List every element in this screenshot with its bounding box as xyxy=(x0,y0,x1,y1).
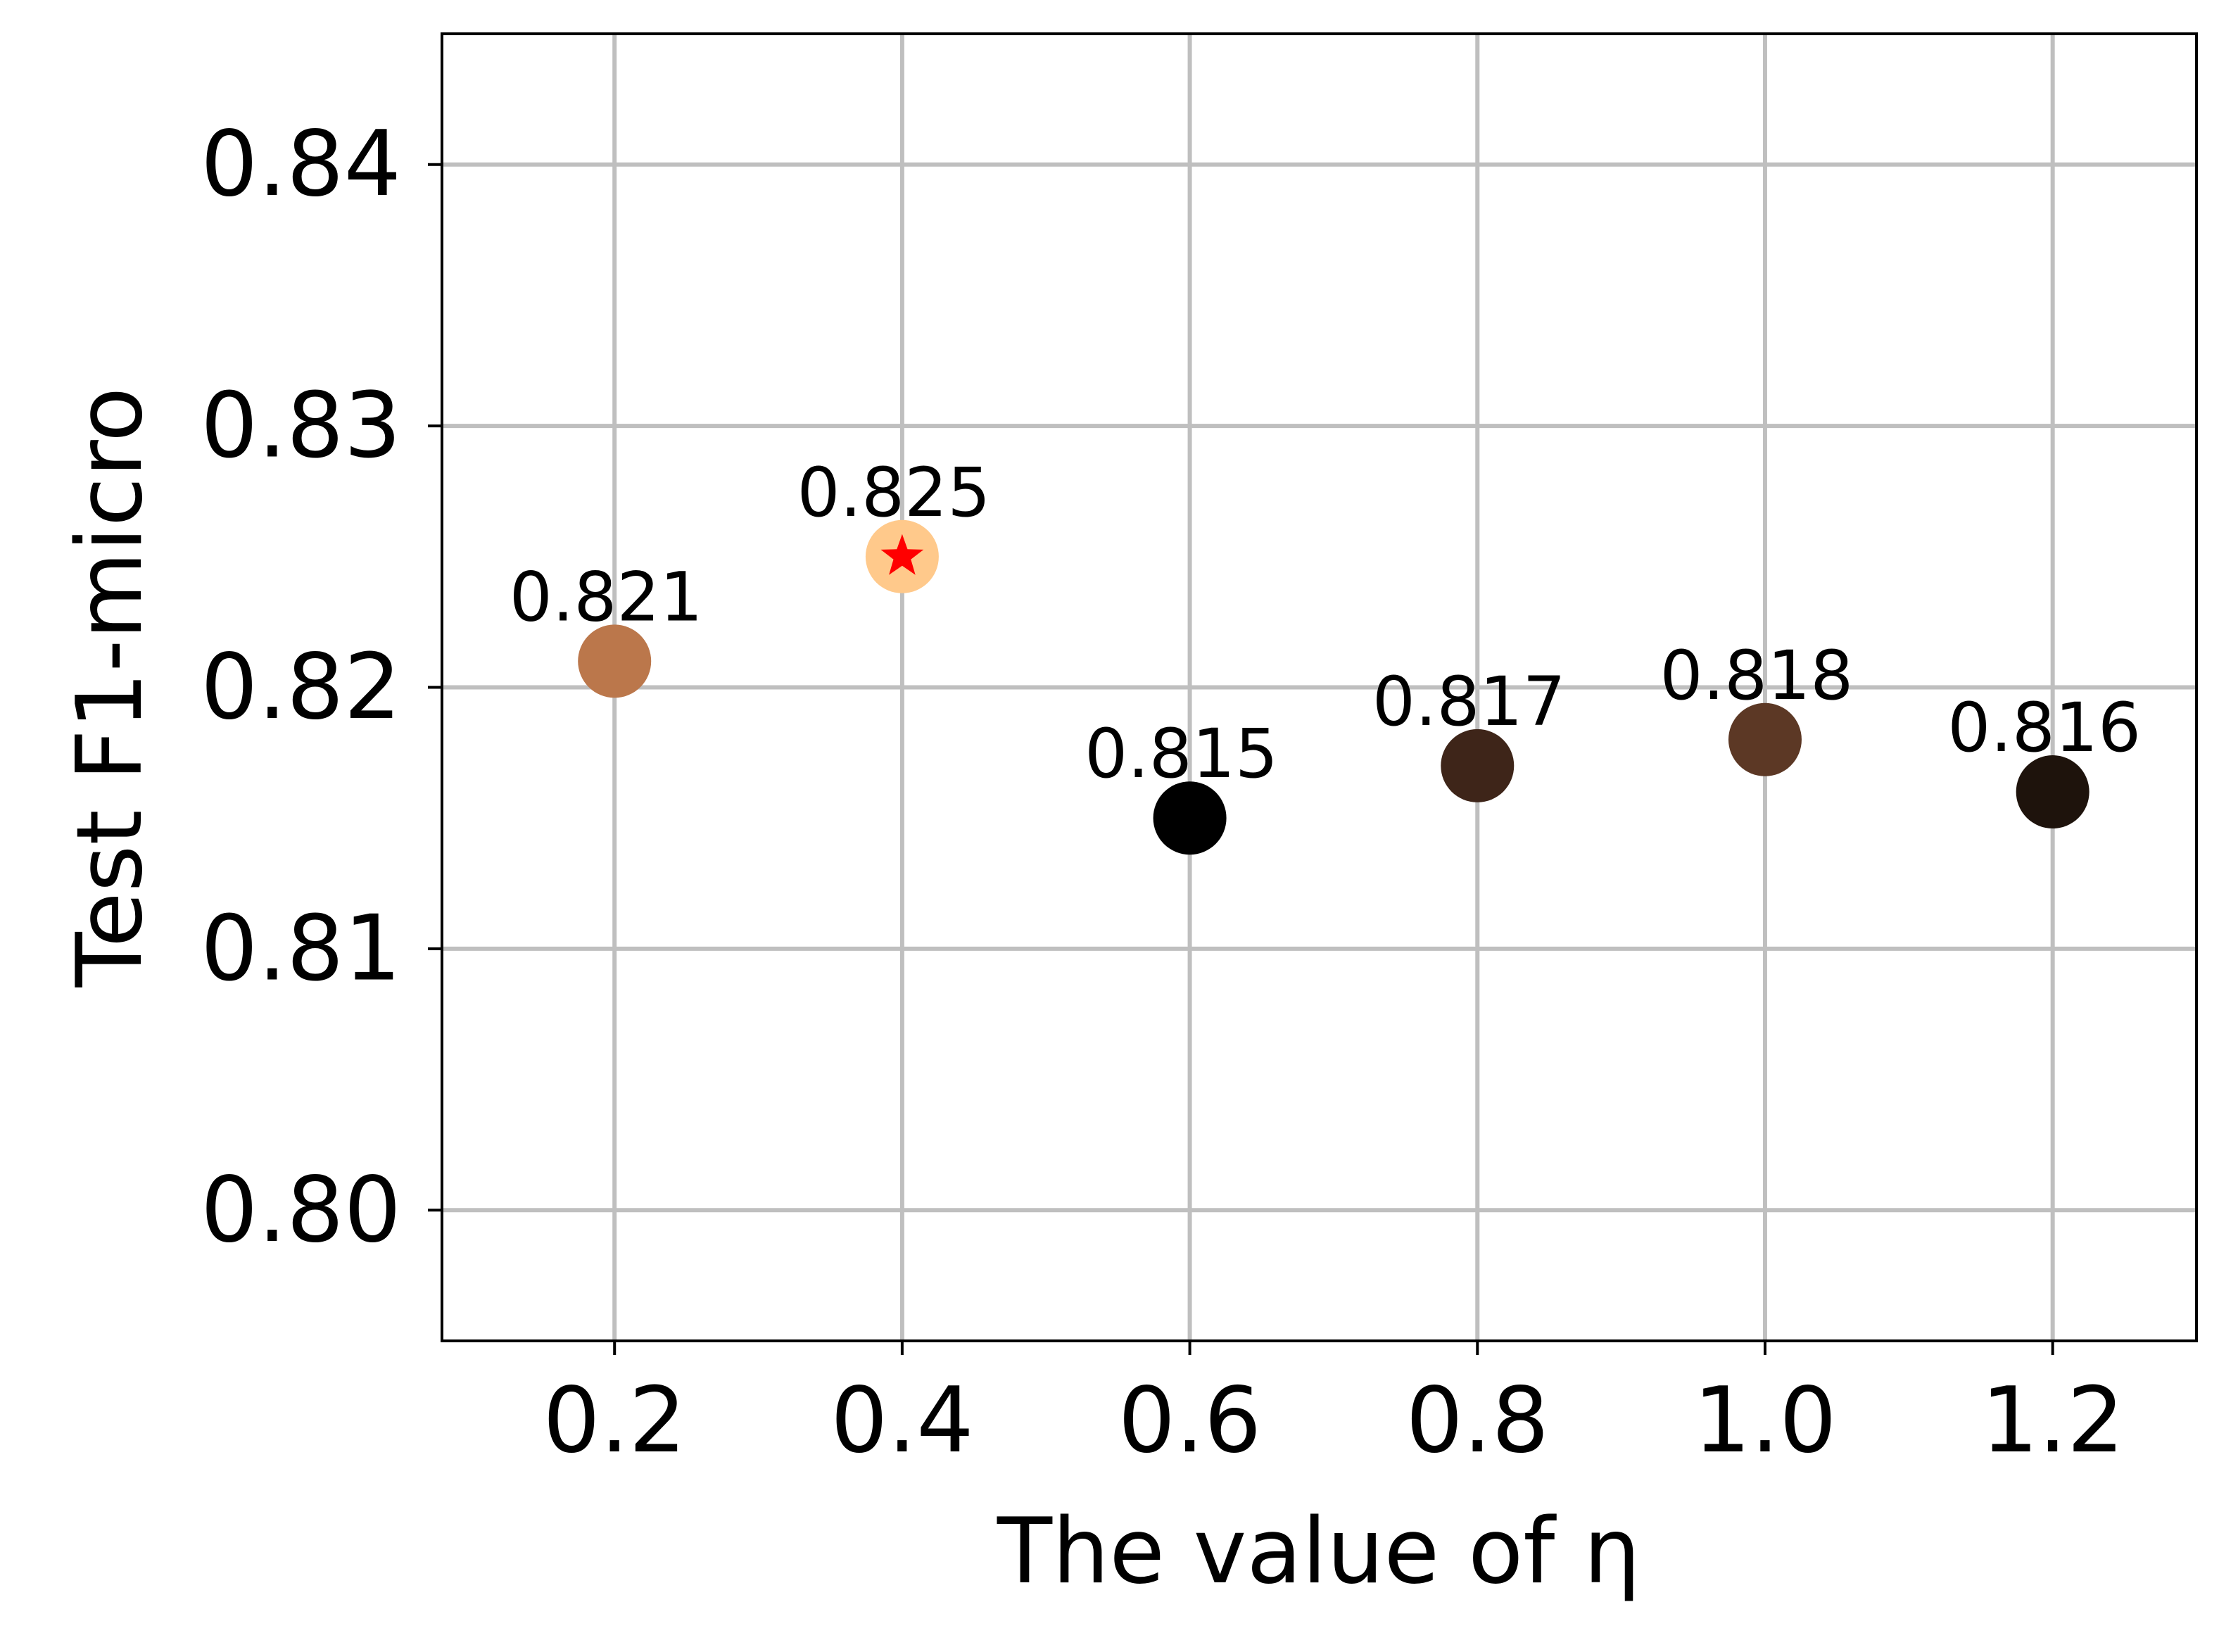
data-label: 0.815 xyxy=(1085,714,1278,793)
x-tick-label: 0.6 xyxy=(1118,1368,1262,1473)
x-tick-label: 1.0 xyxy=(1693,1368,1837,1473)
data-label: 0.816 xyxy=(1947,688,2141,767)
data-point xyxy=(578,624,652,698)
x-axis-label: The value of η xyxy=(997,1499,1640,1604)
data-label: 0.817 xyxy=(1372,662,1566,741)
data-label: 0.821 xyxy=(510,557,703,636)
y-axis-label: Test F1-micro xyxy=(58,387,163,988)
y-tick-label: 0.81 xyxy=(201,896,401,1001)
data-points xyxy=(578,519,2090,855)
y-tick-label: 0.84 xyxy=(201,112,401,217)
x-tick-label: 0.2 xyxy=(543,1368,686,1473)
data-label: 0.818 xyxy=(1660,636,1854,715)
data-point xyxy=(1153,781,1227,855)
best-star-marker xyxy=(880,534,924,575)
y-tick-label: 0.82 xyxy=(201,635,401,740)
y-tick-label: 0.80 xyxy=(201,1158,401,1263)
data-labels: 0.821 0.825 0.815 0.817 0.818 0.816 xyxy=(510,453,2141,793)
y-tick-label: 0.83 xyxy=(201,374,401,479)
x-tick-label: 0.8 xyxy=(1405,1368,1549,1473)
axis-ticks: 0.2 0.4 0.6 0.8 1.0 1.2 0.80 0.81 0.82 0.83 0.84 xyxy=(201,112,2124,1473)
data-point xyxy=(1441,729,1515,802)
x-tick-label: 0.4 xyxy=(830,1368,974,1473)
grid-lines xyxy=(442,34,2196,1341)
x-tick-label: 1.2 xyxy=(1981,1368,2125,1473)
data-point xyxy=(1728,702,1802,776)
data-point xyxy=(2016,755,2090,829)
data-label: 0.825 xyxy=(797,453,990,532)
